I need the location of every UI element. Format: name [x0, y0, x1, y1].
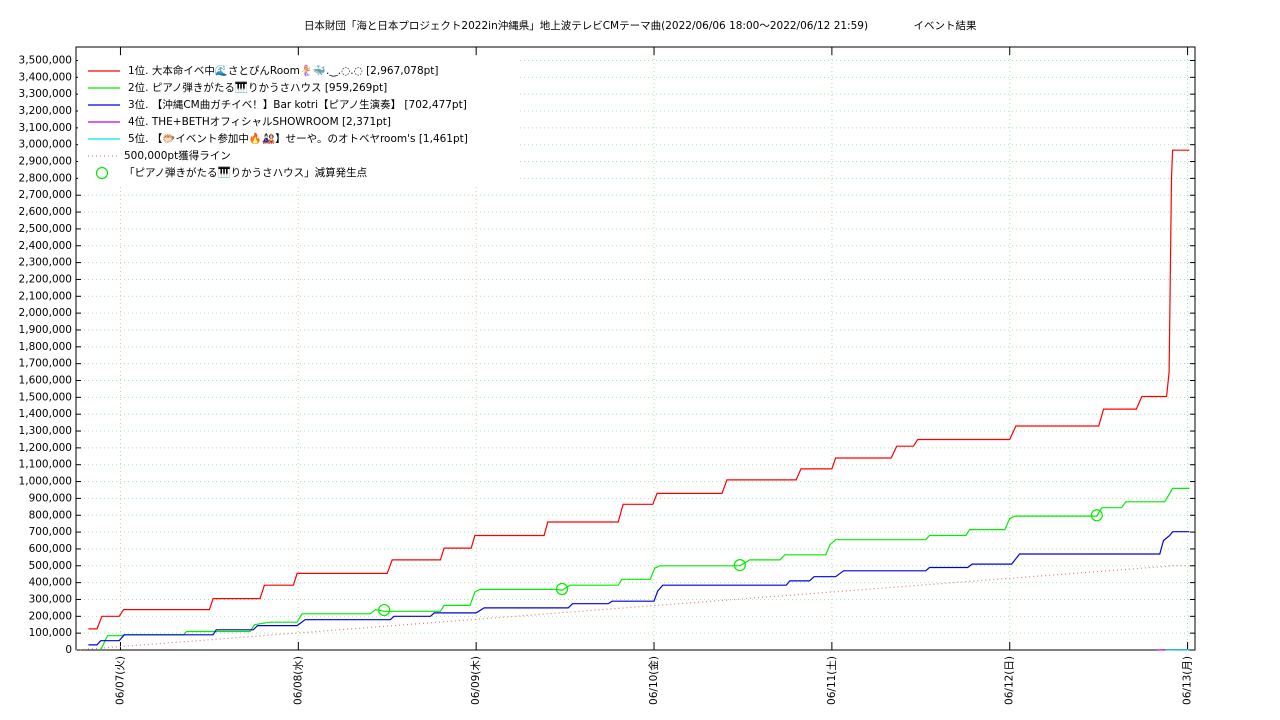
y-tick-label: 3,400,000 — [19, 71, 72, 83]
decrement-point — [733, 559, 746, 572]
plot-frame — [75, 46, 1196, 651]
legend-label: 「ピアノ弾きがたる🎹りかうさハウス」減算発生点 — [124, 166, 367, 179]
y-tick-label: 1,700,000 — [19, 358, 72, 370]
y-tick-label: 3,100,000 — [19, 122, 72, 134]
series-line — [75, 565, 1190, 651]
y-tick-label: 2,200,000 — [19, 273, 72, 285]
series-line — [100, 487, 1190, 651]
y-tick-label: 1,200,000 — [19, 442, 72, 454]
x-tick-label: 06/08(水) — [292, 656, 304, 705]
legend-symbol — [95, 166, 109, 180]
y-tick-label: 700,000 — [29, 526, 72, 538]
series-line — [88, 149, 1190, 630]
y-tick-label: 2,000,000 — [19, 307, 72, 319]
decrement-point — [1090, 509, 1103, 522]
y-tick-label: 1,000,000 — [19, 476, 72, 488]
y-tick-label: 400,000 — [29, 577, 72, 589]
chart-subtitle: イベント結果 — [914, 19, 977, 32]
y-tick-label: 1,900,000 — [19, 324, 72, 336]
y-tick-label: 2,600,000 — [19, 206, 72, 218]
legend-label: 2位. ピアノ弾きがたる🎹りかうさハウス [959,269pt] — [128, 81, 387, 94]
decrement-point — [555, 582, 569, 596]
legend-label: 500,000pt獲得ライン — [124, 149, 231, 162]
y-tick-label: 3,300,000 — [19, 88, 72, 100]
y-tick-label: 1,100,000 — [19, 459, 72, 471]
series-line — [88, 531, 1190, 646]
y-tick-label: 600,000 — [29, 543, 72, 555]
legend-label: 5位. 【🐡イベント参加中🔥🎎】せーや。のオトベヤroom's [1,461pt… — [128, 132, 468, 145]
legend-label: 4位. THE+BETHオフィシャルSHOWROOM [2,371pt] — [128, 115, 391, 128]
chart-title: 日本財団「海と日本プロジェクト2022in沖縄県」地上波テレビCMテーマ曲(20… — [304, 19, 868, 32]
y-tick-label: 2,500,000 — [19, 223, 72, 235]
y-tick-label: 1,800,000 — [19, 341, 72, 353]
y-tick-label: 3,500,000 — [19, 54, 72, 66]
y-tick-label: 200,000 — [29, 610, 72, 622]
x-tick-label: 06/12(日) — [1004, 656, 1016, 705]
y-tick-label: 2,700,000 — [19, 189, 72, 201]
y-tick-label: 900,000 — [29, 492, 72, 504]
y-tick-label: 500,000 — [29, 560, 72, 572]
y-tick-label: 0 — [65, 644, 72, 656]
y-tick-label: 800,000 — [29, 509, 72, 521]
y-tick-label: 2,400,000 — [19, 240, 72, 252]
y-tick-label: 3,000,000 — [19, 139, 72, 151]
x-tick-label: 06/13(月) — [1182, 656, 1194, 705]
y-tick-label: 3,200,000 — [19, 105, 72, 117]
y-tick-label: 300,000 — [29, 593, 72, 605]
x-tick-label: 06/07(火) — [114, 656, 126, 705]
y-tick-label: 1,500,000 — [19, 391, 72, 403]
decrement-point — [378, 603, 391, 617]
legend-box — [78, 57, 518, 185]
y-tick-label: 2,900,000 — [19, 156, 72, 168]
legend-label: 1位. 大本命イベ中🌊さとぴんRoom🧜‍♀️🐳.‿.◌.◌ [2,967,07… — [128, 64, 439, 77]
y-tick-label: 2,800,000 — [19, 172, 72, 184]
legend-label: 3位. 【沖縄CM曲ガチイベ！】Bar kotri【ピアノ生演奏】 [702,4… — [128, 98, 467, 111]
y-tick-label: 100,000 — [29, 627, 72, 639]
y-tick-label: 1,300,000 — [19, 425, 72, 437]
x-tick-label: 06/11(土) — [825, 656, 838, 705]
y-tick-label: 2,100,000 — [19, 290, 72, 302]
y-tick-label: 2,300,000 — [19, 257, 72, 269]
x-tick-label: 06/09(木) — [470, 656, 482, 705]
x-tick-label: 06/10(金) — [647, 656, 660, 705]
y-tick-label: 1,400,000 — [19, 408, 72, 420]
y-tick-label: 1,600,000 — [19, 375, 72, 387]
